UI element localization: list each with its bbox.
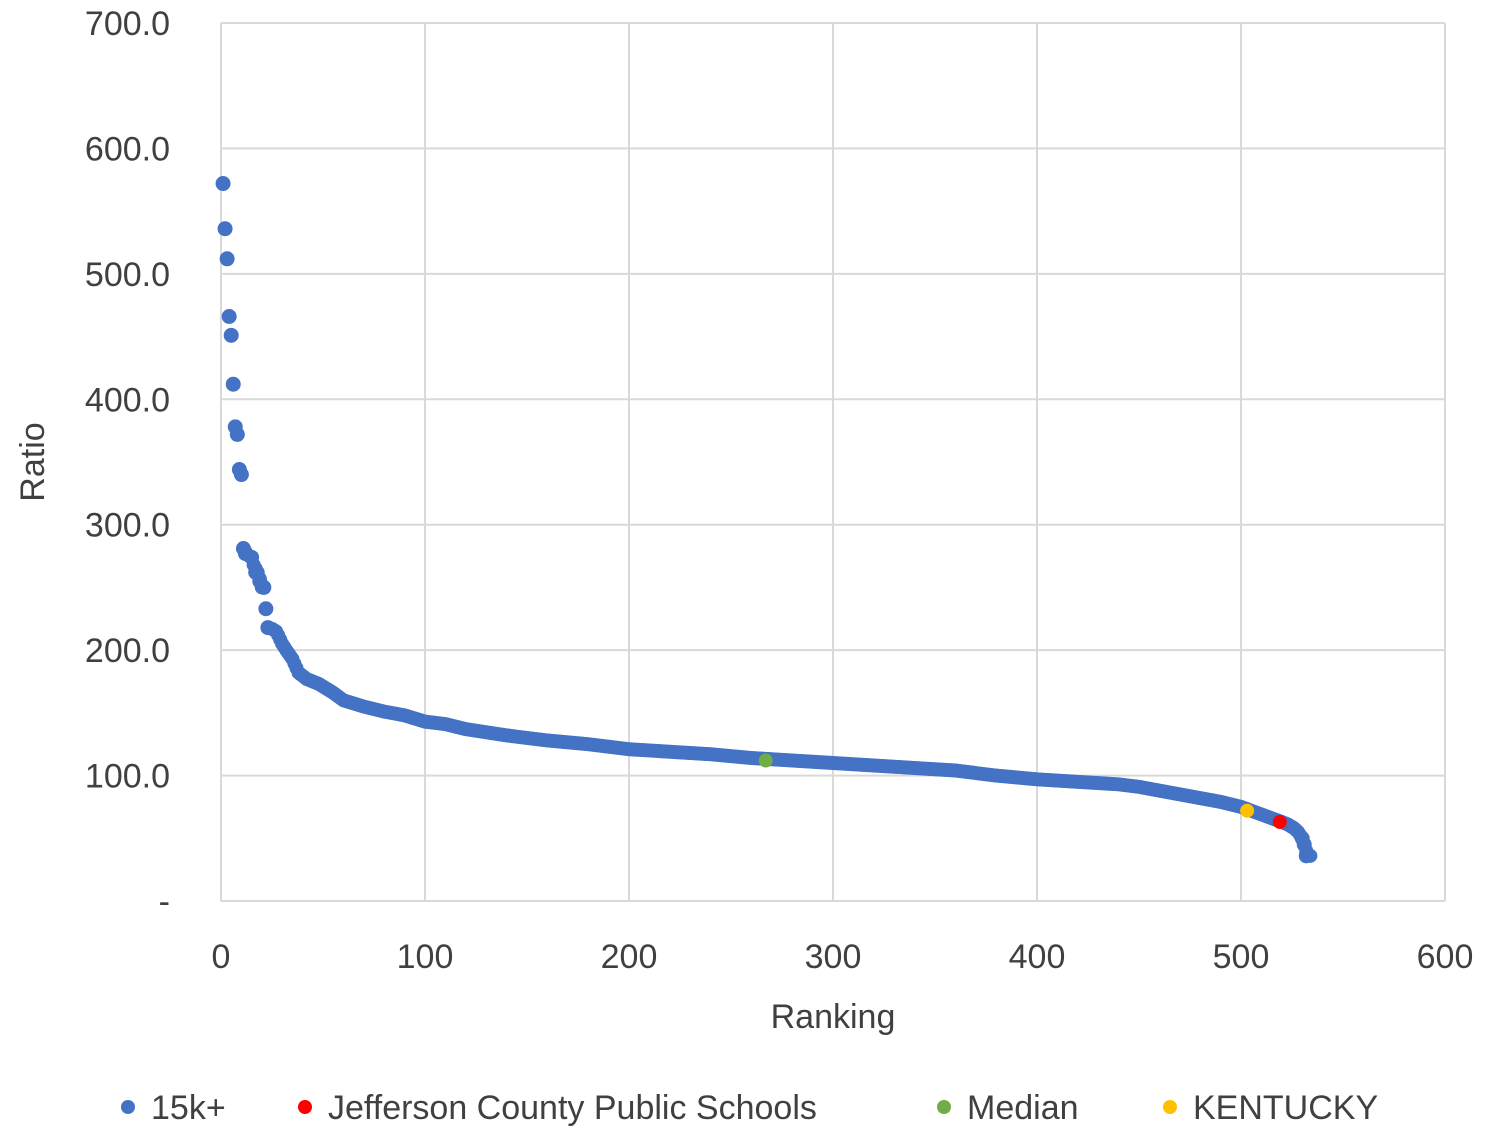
legend-label: 15k+ — [151, 1089, 226, 1127]
x-axis-ticks: 0 100 200 300 400 500 600 — [212, 938, 1474, 976]
y-tick-label: 300.0 — [85, 507, 170, 545]
y-axis-ticks: - 100.0 200.0 300.0 400.0 500.0 600.0 700.0 — [85, 5, 170, 921]
data-point — [218, 221, 233, 236]
data-point — [260, 620, 275, 635]
data-point — [222, 309, 237, 324]
y-tick-label: 200.0 — [85, 632, 170, 670]
x-tick-label: 0 — [212, 938, 231, 976]
x-tick-label: 200 — [601, 938, 658, 976]
x-tick-label: 600 — [1417, 938, 1474, 976]
x-tick-label: 300 — [805, 938, 862, 976]
data-point — [226, 377, 241, 392]
y-tick-label: 100.0 — [85, 758, 170, 796]
data-point-median — [759, 754, 773, 768]
x-tick-label: 100 — [397, 938, 454, 976]
legend-marker — [1163, 1100, 1177, 1114]
y-tick-label: 700.0 — [85, 5, 170, 43]
legend-marker — [298, 1100, 312, 1114]
x-tick-label: 500 — [1213, 938, 1270, 976]
data-point — [234, 467, 249, 482]
data-point — [230, 427, 245, 442]
plot-area — [216, 176, 1318, 863]
data-point — [216, 176, 231, 191]
data-point-kentucky — [1240, 804, 1254, 818]
data-point — [256, 580, 271, 595]
legend: 15k+ Jefferson County Public Schools Media… — [121, 1089, 1378, 1127]
legend-marker — [937, 1100, 951, 1114]
data-point — [220, 251, 235, 266]
data-point — [244, 550, 259, 565]
data-point — [1299, 848, 1314, 863]
data-point — [224, 328, 239, 343]
y-axis-label: Ratio — [14, 422, 52, 501]
y-tick-label: - — [159, 883, 170, 921]
y-tick-label: 400.0 — [85, 381, 170, 419]
y-tick-label: 500.0 — [85, 256, 170, 294]
legend-label: Median — [967, 1089, 1079, 1127]
data-point — [258, 601, 273, 616]
y-tick-label: 600.0 — [85, 130, 170, 168]
legend-label: KENTUCKY — [1193, 1089, 1378, 1127]
legend-marker — [121, 1100, 135, 1114]
legend-label: Jefferson County Public Schools — [328, 1089, 817, 1127]
x-axis-label: Ranking — [771, 998, 896, 1036]
data-point-jefferson-county-public-schools — [1273, 815, 1287, 829]
x-tick-label: 400 — [1009, 938, 1066, 976]
